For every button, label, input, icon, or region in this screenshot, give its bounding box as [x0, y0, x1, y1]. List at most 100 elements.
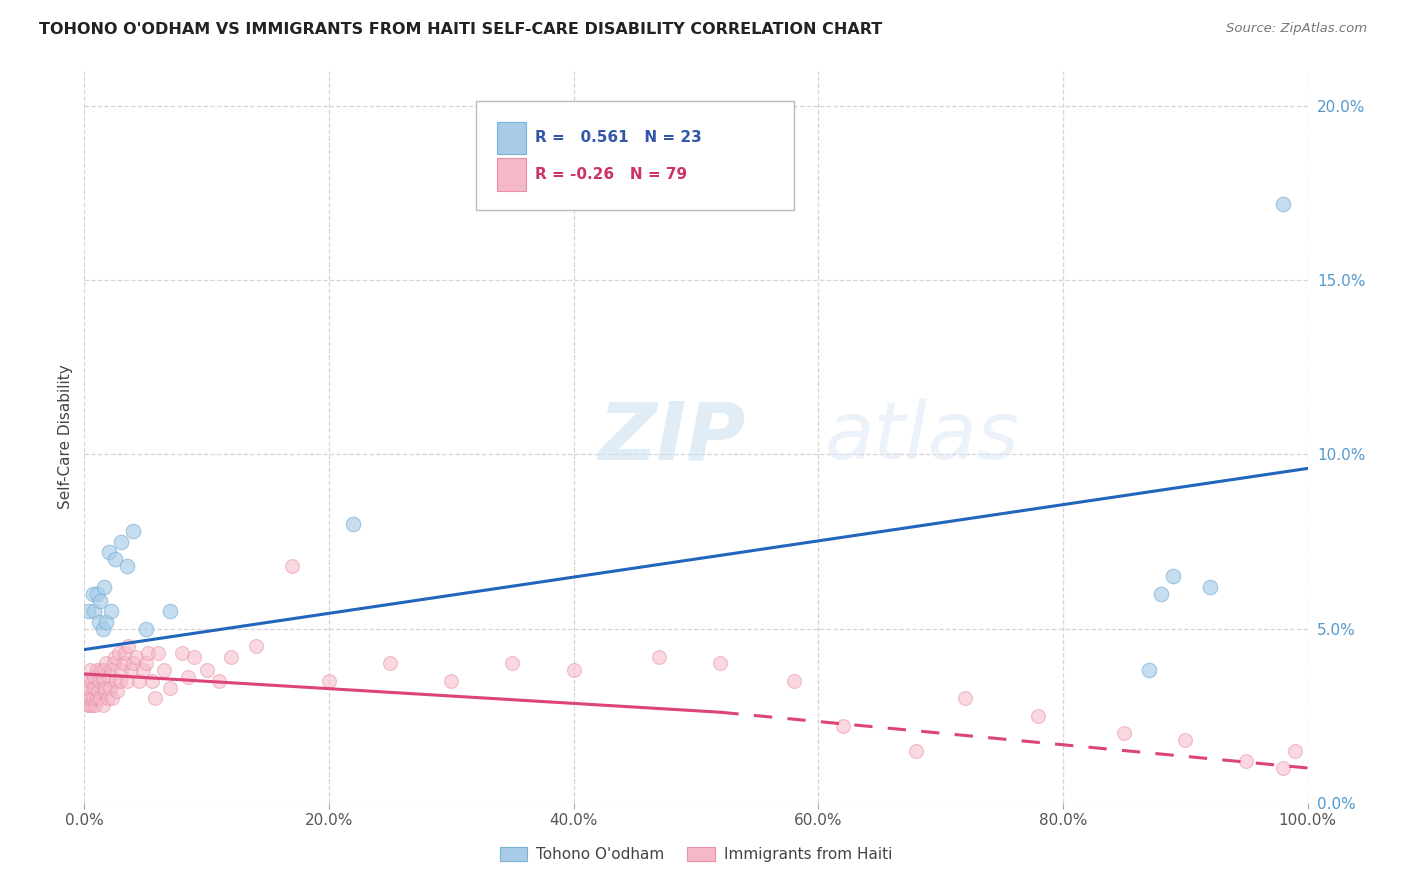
Point — [75, 691, 97, 706]
Point — [86, 664, 108, 678]
Point — [90, 664, 112, 678]
Point — [502, 657, 524, 671]
Point — [89, 691, 111, 706]
Point — [87, 615, 110, 629]
Point — [100, 604, 122, 618]
Point — [76, 681, 98, 695]
Point — [146, 646, 169, 660]
Point — [108, 673, 131, 688]
Point — [86, 587, 108, 601]
Point — [783, 673, 806, 688]
Text: R = -0.26   N = 79: R = -0.26 N = 79 — [534, 167, 686, 182]
Point — [82, 691, 104, 706]
Point — [103, 657, 125, 671]
Point — [80, 698, 103, 713]
Point — [136, 646, 159, 660]
Point — [80, 673, 103, 688]
Point — [1028, 708, 1050, 723]
Point — [143, 691, 166, 706]
Point — [141, 673, 163, 688]
Point — [98, 681, 121, 695]
Point — [114, 646, 136, 660]
Point — [94, 681, 117, 695]
Point — [177, 670, 200, 684]
Point — [77, 698, 100, 713]
Text: TOHONO O'ODHAM VS IMMIGRANTS FROM HAITI SELF-CARE DISABILITY CORRELATION CHART: TOHONO O'ODHAM VS IMMIGRANTS FROM HAITI … — [39, 22, 883, 37]
Point — [117, 639, 139, 653]
FancyBboxPatch shape — [496, 122, 526, 154]
Point — [77, 698, 100, 713]
Point — [112, 657, 135, 671]
Point — [120, 664, 142, 678]
Point — [101, 691, 124, 706]
Point — [96, 615, 118, 629]
Point — [125, 649, 148, 664]
Point — [1150, 587, 1173, 601]
Point — [132, 664, 155, 678]
Point — [1161, 569, 1184, 583]
Point — [159, 681, 181, 695]
Point — [91, 622, 114, 636]
Point — [87, 684, 110, 698]
Point — [905, 743, 928, 757]
Point — [77, 673, 100, 688]
Point — [79, 691, 101, 706]
Point — [104, 552, 127, 566]
Point — [1174, 733, 1197, 747]
Point — [219, 649, 242, 664]
Point — [91, 698, 114, 713]
Point — [87, 673, 110, 688]
Point — [648, 649, 671, 664]
Point — [93, 580, 115, 594]
Point — [1198, 580, 1220, 594]
Point — [1236, 754, 1258, 768]
Point — [105, 673, 128, 688]
Point — [107, 646, 129, 660]
FancyBboxPatch shape — [475, 101, 794, 211]
Point — [104, 649, 127, 664]
Point — [96, 657, 118, 671]
Point — [183, 649, 205, 664]
Point — [91, 670, 114, 684]
Point — [79, 664, 101, 678]
Point — [115, 558, 138, 573]
Point — [97, 545, 120, 559]
Point — [831, 719, 853, 733]
Point — [245, 639, 267, 653]
Point — [86, 691, 108, 706]
Point — [281, 558, 304, 573]
Text: Source: ZipAtlas.com: Source: ZipAtlas.com — [1226, 22, 1367, 36]
Point — [562, 664, 585, 678]
Point — [135, 622, 157, 636]
Point — [195, 664, 218, 678]
Point — [110, 664, 132, 678]
FancyBboxPatch shape — [496, 159, 526, 191]
Point — [135, 657, 157, 671]
Point — [115, 673, 138, 688]
Point — [1137, 664, 1160, 678]
Point — [110, 534, 132, 549]
Point — [82, 681, 104, 695]
Point — [128, 673, 150, 688]
Text: ZIP: ZIP — [598, 398, 745, 476]
Point — [93, 664, 115, 678]
Point — [77, 604, 100, 618]
Point — [1114, 726, 1136, 740]
Point — [82, 587, 104, 601]
Text: atlas: atlas — [824, 398, 1019, 476]
Point — [1284, 743, 1306, 757]
Point — [953, 691, 976, 706]
Point — [208, 673, 231, 688]
Y-axis label: Self-Care Disability: Self-Care Disability — [58, 365, 73, 509]
Point — [172, 646, 194, 660]
Point — [440, 673, 463, 688]
Point — [1272, 196, 1295, 211]
Point — [153, 664, 176, 678]
Point — [83, 604, 105, 618]
Point — [380, 657, 402, 671]
Point — [159, 604, 181, 618]
Point — [342, 517, 364, 532]
Point — [83, 670, 105, 684]
Legend: Tohono O'odham, Immigrants from Haiti: Tohono O'odham, Immigrants from Haiti — [494, 840, 898, 868]
Point — [84, 698, 107, 713]
